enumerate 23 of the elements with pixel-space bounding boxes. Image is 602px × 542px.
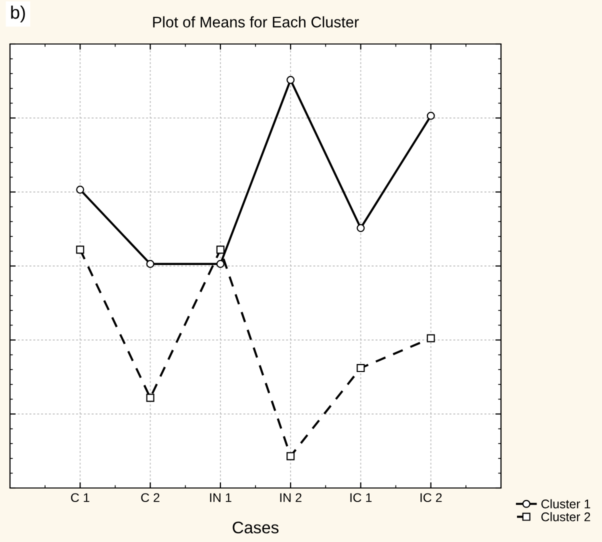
point (216, 246, 224, 254)
point (356, 364, 365, 372)
chart-title: Plot of Means for Each Cluster (153, 16, 359, 28)
point (426, 112, 435, 120)
x-tick-label: IN 2 (280, 493, 302, 502)
point (216, 260, 224, 268)
point (76, 186, 84, 194)
point (146, 394, 154, 402)
point (286, 76, 295, 84)
point (76, 246, 84, 254)
x-tick-label: C 2 (141, 493, 160, 502)
x-tick-label: IC 2 (420, 493, 442, 502)
x-tick-label: IN 1 (210, 493, 232, 502)
point (356, 224, 365, 232)
x-axis-title: Cases (232, 522, 279, 534)
point (426, 334, 435, 342)
x-tick-label: IC 1 (350, 493, 372, 502)
point (146, 260, 154, 268)
x-tick-label: C 1 (71, 493, 90, 502)
legend-label: Cluster 1 (541, 499, 590, 508)
text: b) (11, 6, 25, 22)
point (286, 452, 295, 460)
legend-label: Cluster 2 (541, 512, 590, 522)
